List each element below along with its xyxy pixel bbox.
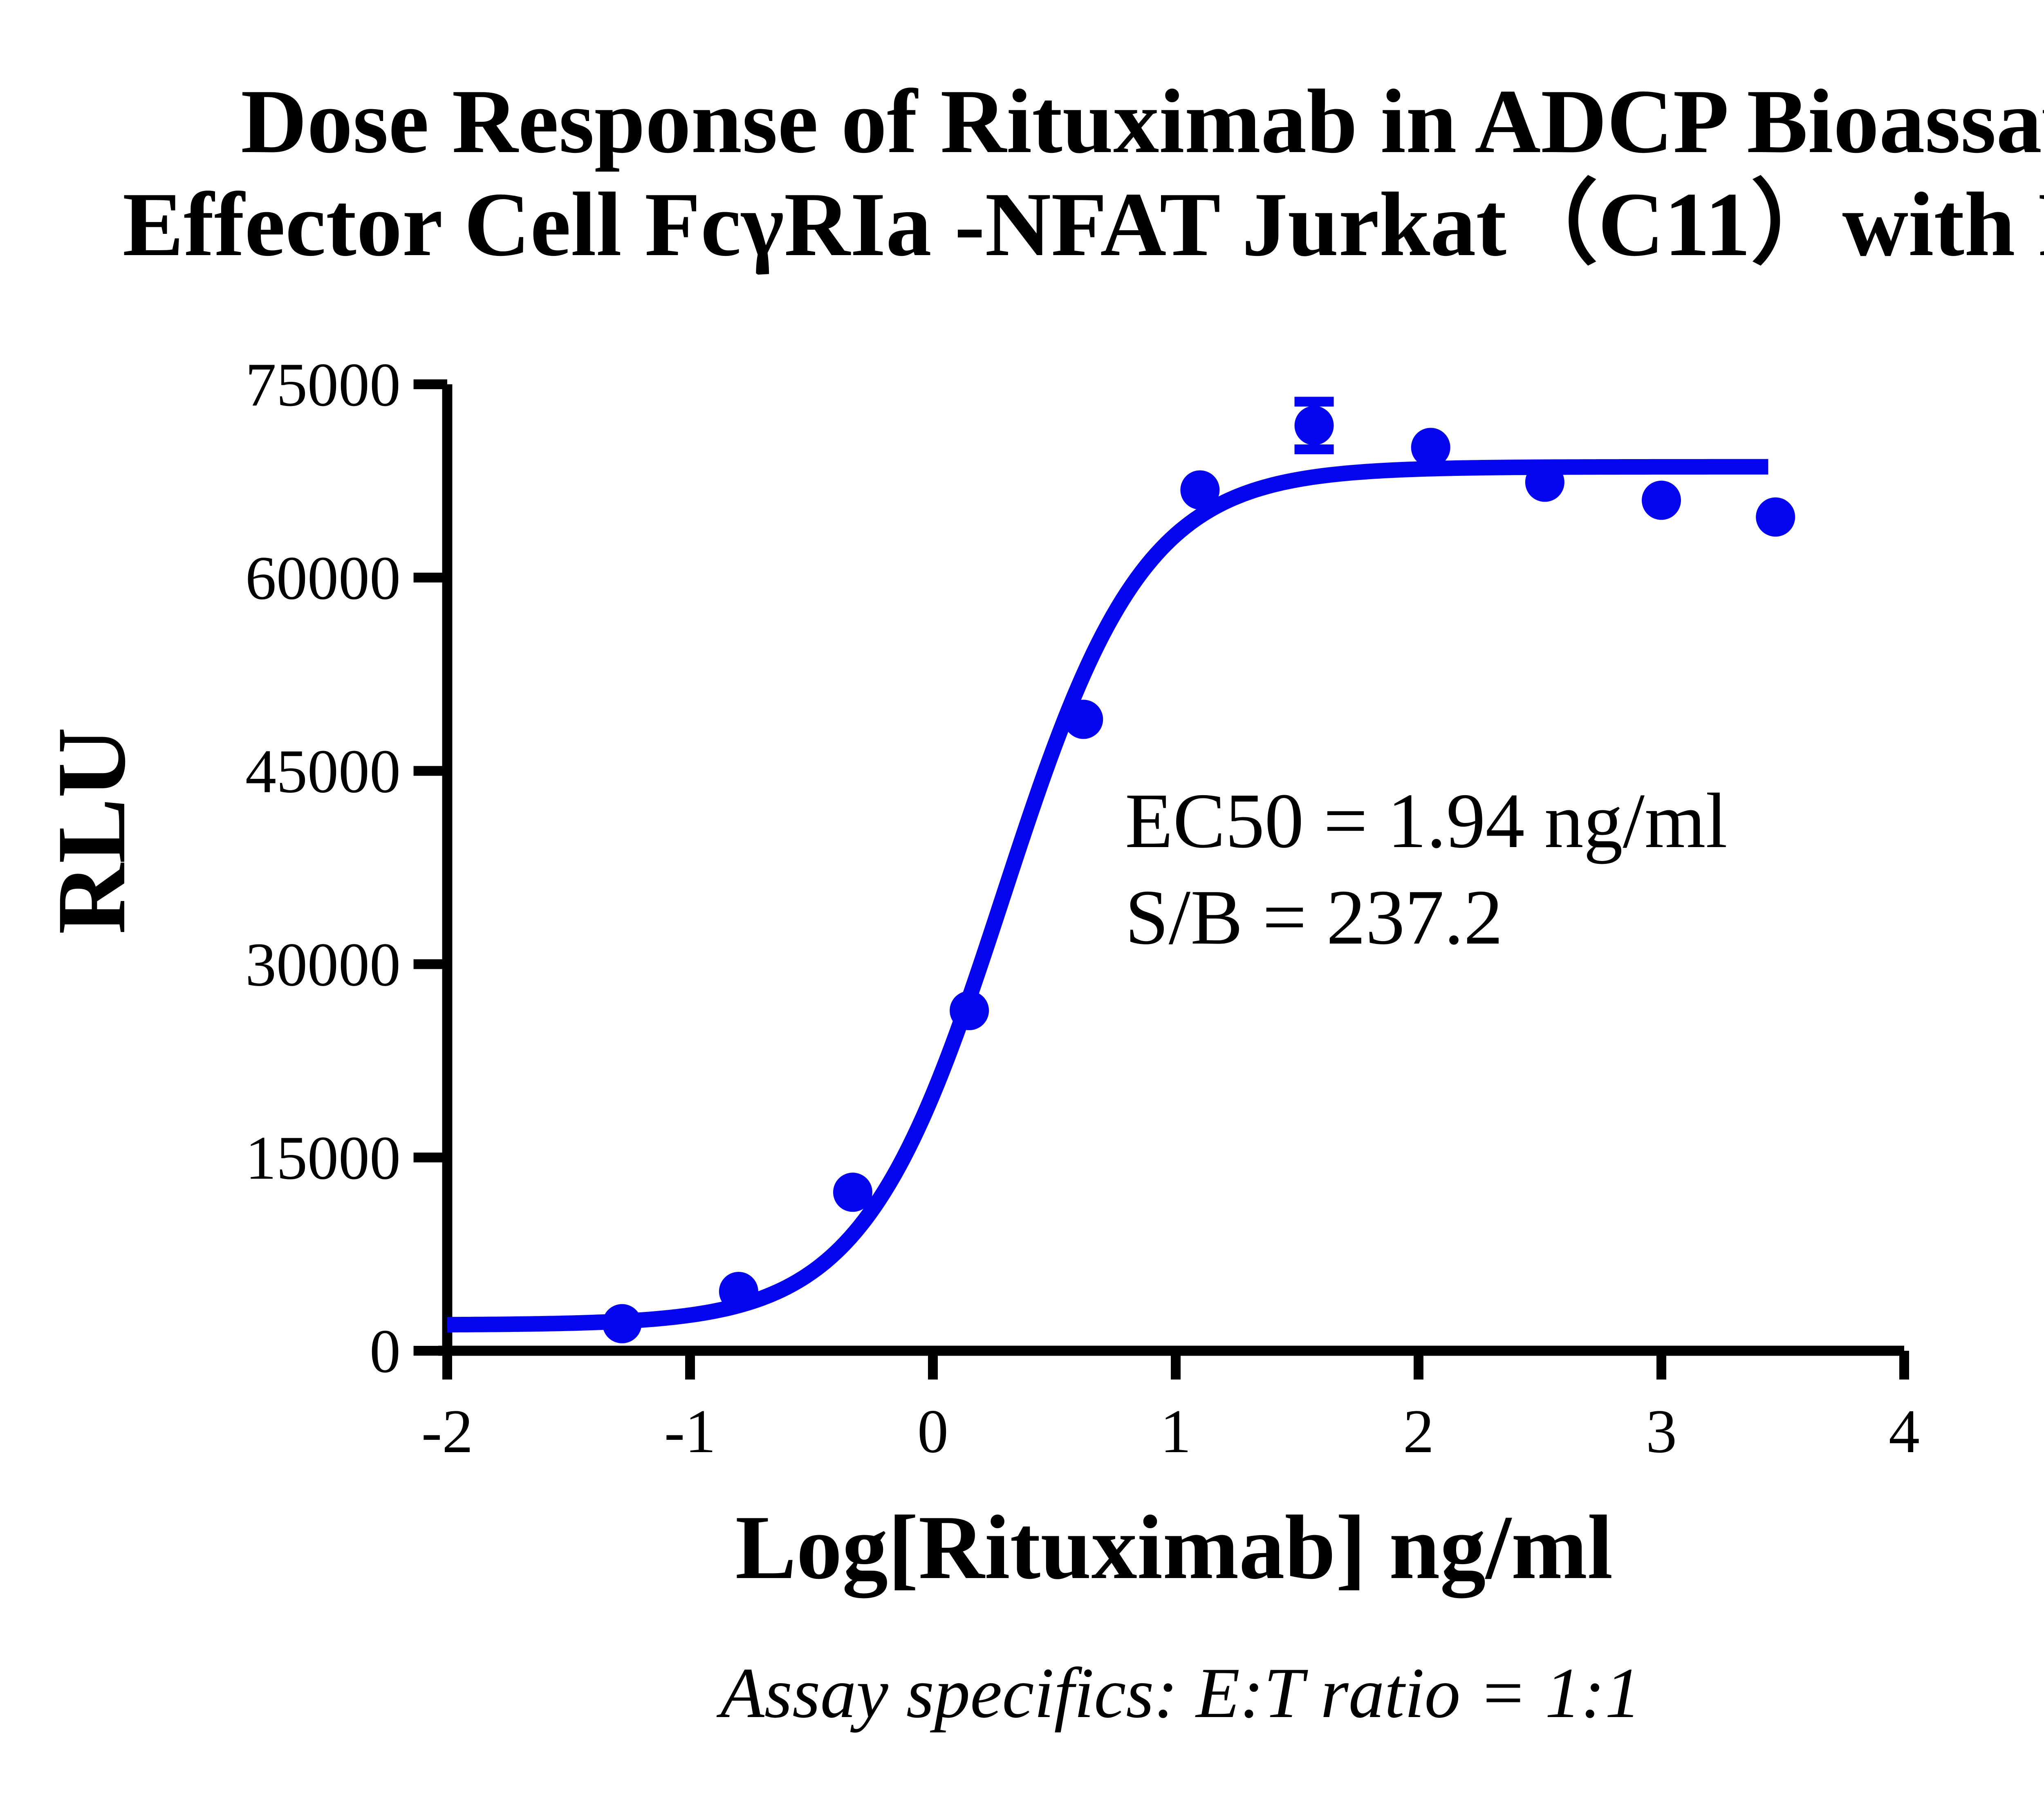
data-point-marker: [950, 991, 989, 1030]
fit-annotation: EC50 = 1.94 ng/ml S/B = 237.2: [1125, 777, 1728, 961]
fit-curve: [444, 459, 1771, 1333]
data-point-marker: [1642, 480, 1681, 520]
data-points: [602, 406, 1795, 1343]
data-point-marker: [1756, 497, 1795, 537]
sb-annotation: S/B = 237.2: [1125, 874, 1503, 961]
chart-title-line2: Effector Cell FcγRIa -NFAT Jurkat（C11）wi…: [123, 174, 2044, 275]
y-axis-title: RLU: [37, 727, 146, 935]
y-tick-label: 75000: [245, 350, 401, 419]
data-point-marker: [1411, 428, 1450, 467]
x-tick-label: 1: [1160, 1397, 1191, 1466]
x-tick-label: -1: [664, 1397, 716, 1466]
y-tick-label: 15000: [245, 1123, 401, 1192]
data-point-marker: [1180, 470, 1220, 510]
y-tick-label: 45000: [245, 737, 401, 806]
x-tick-label: 3: [1646, 1397, 1677, 1466]
ec50-annotation: EC50 = 1.94 ng/ml: [1125, 777, 1728, 864]
assay-caption: Assay specifics: E:T ratio = 1:1: [716, 1653, 1641, 1733]
x-ticks: -2 -1 0 1 2 3 4: [421, 1351, 1920, 1466]
x-tick-label: 0: [917, 1397, 948, 1466]
x-tick-label: 2: [1403, 1397, 1434, 1466]
data-point-marker: [1064, 699, 1103, 739]
dose-response-curve: [444, 459, 1771, 1333]
y-tick-label: 0: [370, 1317, 401, 1386]
y-ticks: 0 15000 30000 45000 60000 75000: [245, 350, 447, 1386]
data-point-marker: [602, 1304, 642, 1343]
y-tick-label: 30000: [245, 930, 401, 999]
x-axis-title: Log[Rituximab] ng/ml: [735, 1497, 1613, 1598]
y-tick-label: 60000: [245, 544, 401, 612]
chart-title-line1: Dose Response of Rituximab in ADCP Bioas…: [241, 71, 2044, 172]
data-point-marker: [719, 1272, 758, 1312]
data-point-marker: [833, 1173, 872, 1212]
x-tick-label: 4: [1889, 1397, 1920, 1466]
data-point-marker: [1525, 462, 1564, 502]
x-tick-label: -2: [421, 1397, 473, 1466]
data-point-marker: [1294, 406, 1334, 445]
